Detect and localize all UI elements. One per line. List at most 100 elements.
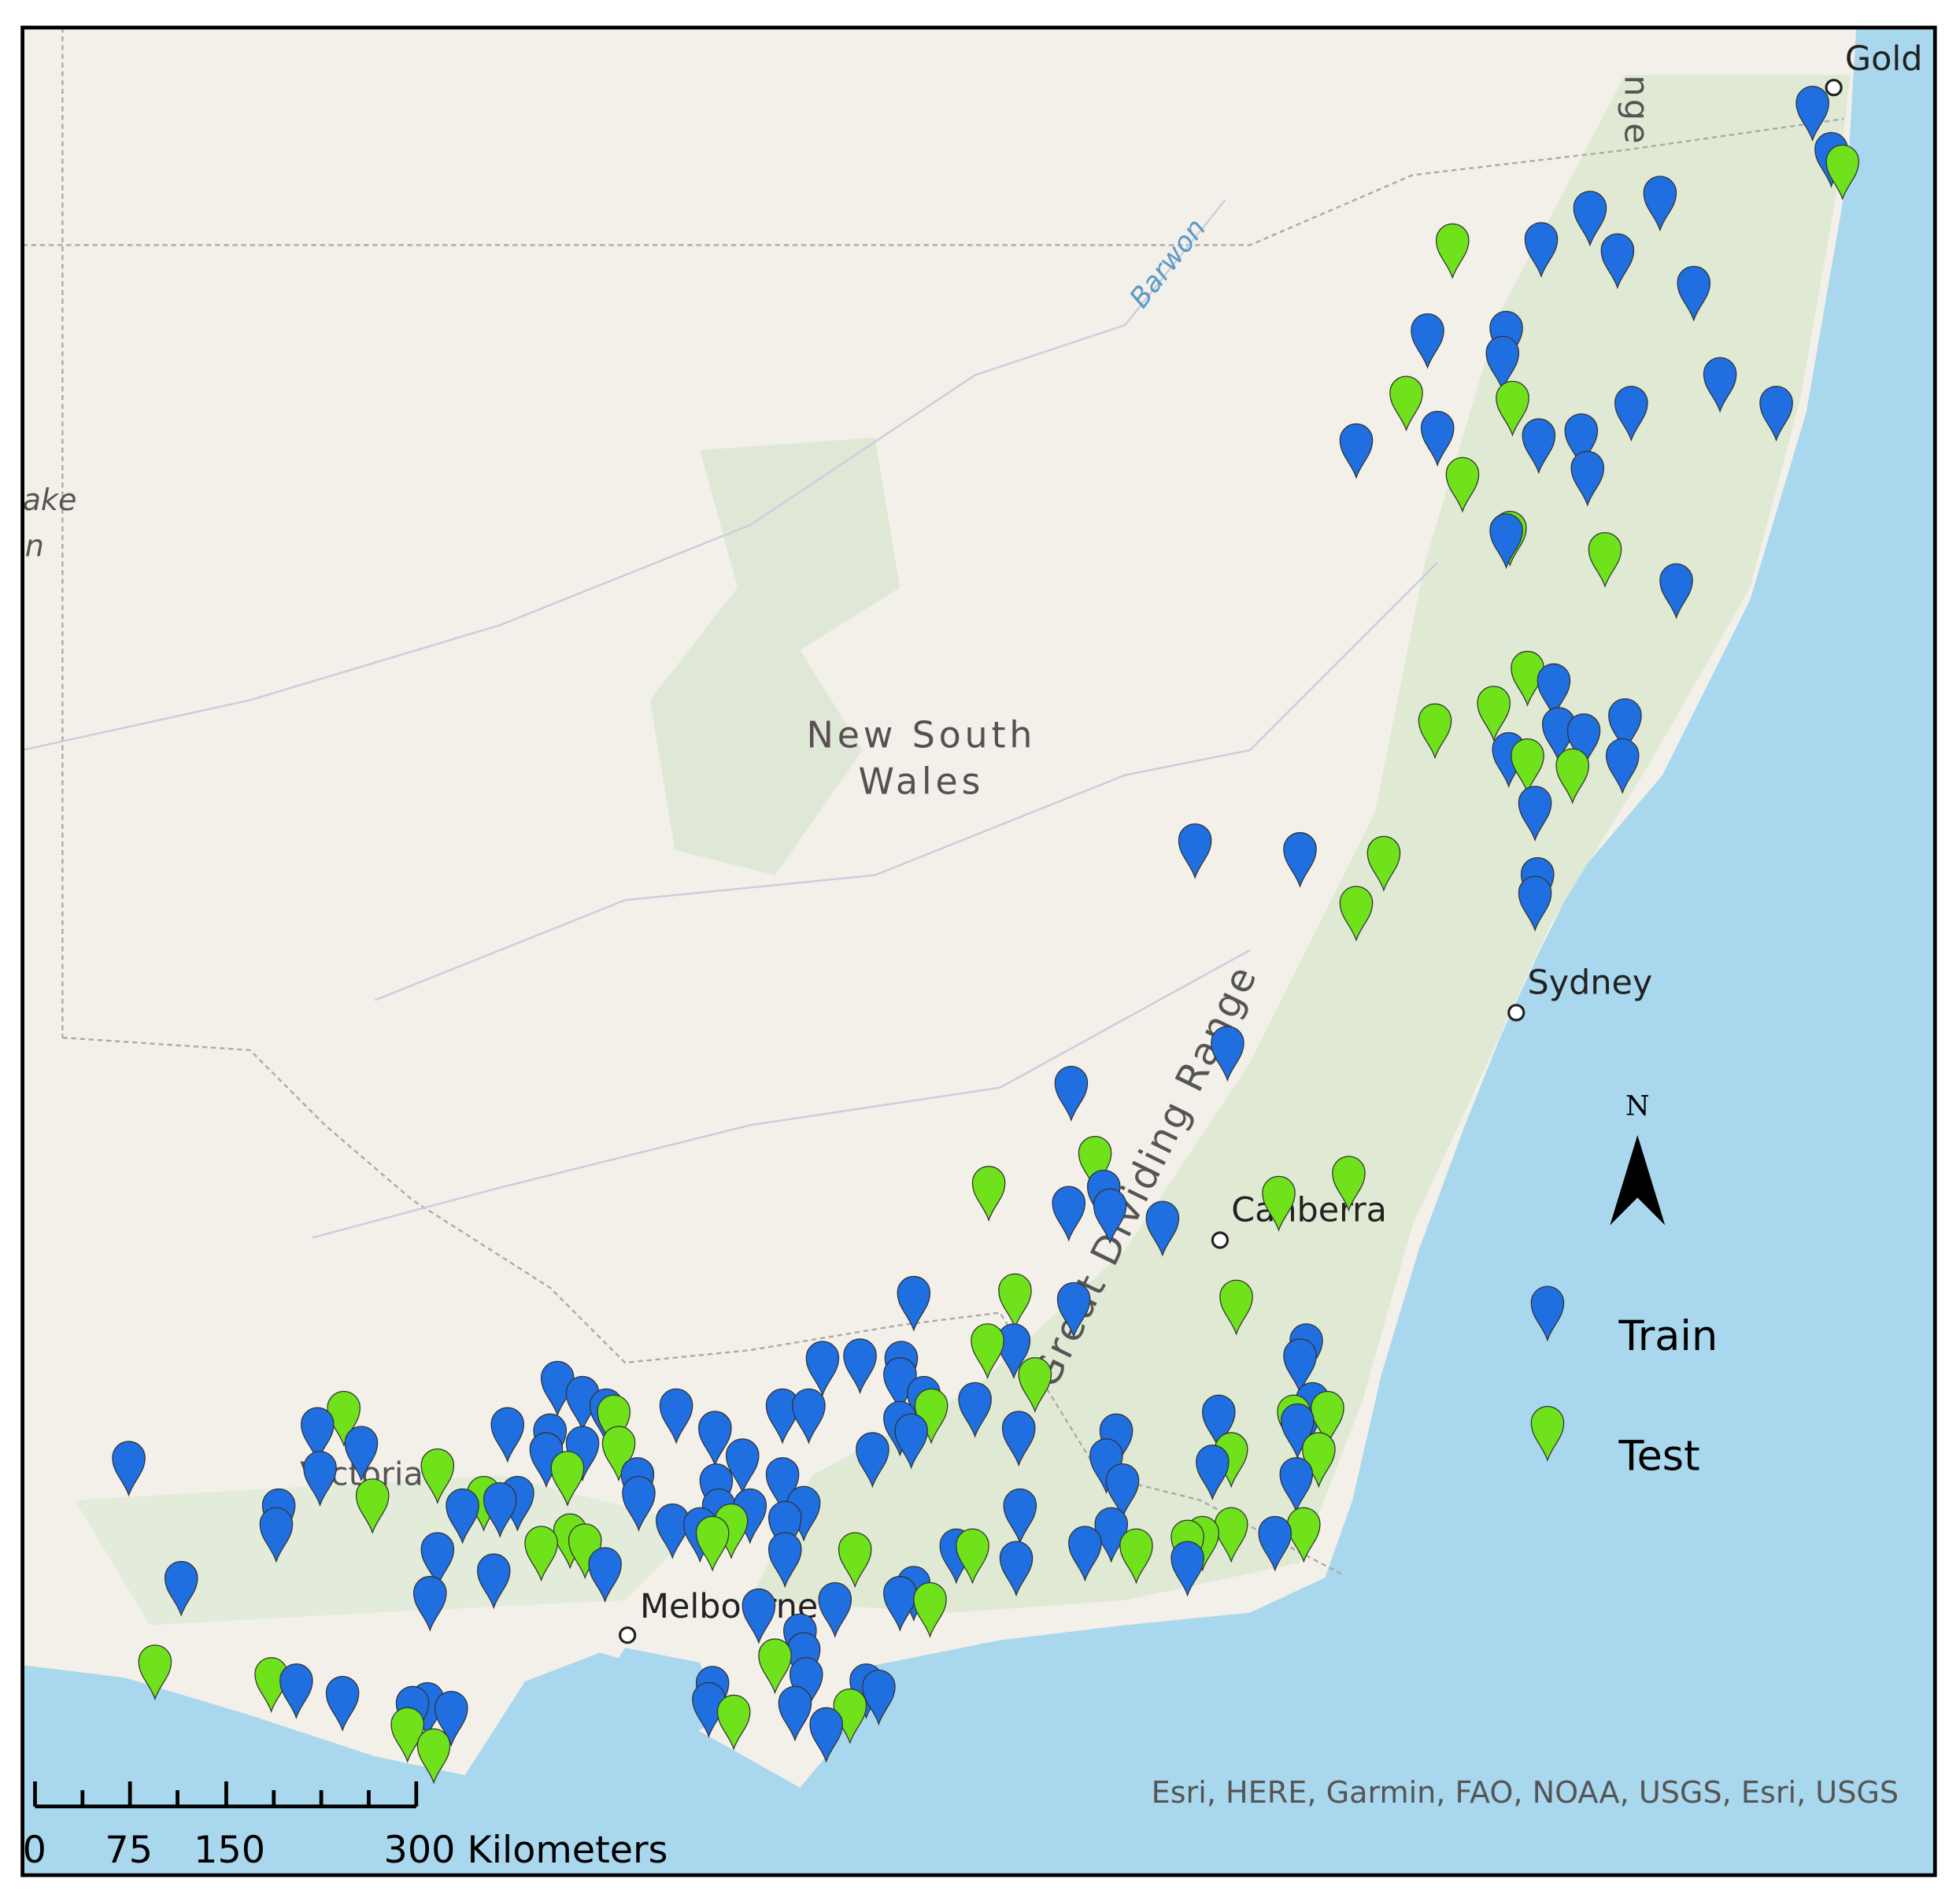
train-marker bbox=[1279, 1457, 1314, 1513]
city-dot bbox=[1211, 1231, 1230, 1249]
train-marker bbox=[1420, 410, 1455, 467]
train-marker bbox=[1524, 222, 1559, 279]
test-marker bbox=[355, 1478, 390, 1534]
train-marker bbox=[818, 1581, 852, 1638]
train-marker bbox=[303, 1451, 337, 1507]
test-marker bbox=[998, 1273, 1032, 1330]
forest bbox=[75, 1474, 701, 1626]
test-marker bbox=[758, 1638, 792, 1695]
place-label: nge bbox=[1616, 75, 1655, 146]
test-marker bbox=[1435, 223, 1470, 279]
test-marker bbox=[597, 1394, 631, 1451]
legend-label: Train bbox=[1618, 1312, 1718, 1360]
train-marker bbox=[1068, 1526, 1102, 1582]
test-marker bbox=[1825, 144, 1860, 201]
train-marker bbox=[698, 1411, 732, 1467]
train-marker bbox=[958, 1382, 992, 1438]
test-marker bbox=[838, 1532, 872, 1589]
train-marker bbox=[112, 1441, 146, 1497]
place-label: Canberra bbox=[1231, 1191, 1387, 1230]
train-marker bbox=[1196, 1445, 1230, 1501]
test-marker bbox=[1332, 1156, 1366, 1212]
train-marker bbox=[622, 1475, 656, 1532]
train-marker bbox=[809, 1707, 843, 1763]
markers bbox=[112, 86, 1860, 1785]
train-marker bbox=[894, 1413, 928, 1470]
train-marker bbox=[344, 1426, 379, 1482]
train-marker bbox=[1093, 1188, 1127, 1245]
train-marker bbox=[164, 1560, 198, 1617]
train-marker bbox=[1677, 265, 1711, 322]
test-marker bbox=[1418, 703, 1452, 760]
train-marker bbox=[1537, 663, 1571, 719]
train-marker bbox=[1202, 1394, 1236, 1451]
train-marker bbox=[1339, 423, 1374, 479]
train-marker bbox=[856, 1432, 889, 1489]
scale-bar-line bbox=[33, 1781, 419, 1809]
train-marker bbox=[1056, 1282, 1091, 1338]
train-marker bbox=[1573, 191, 1607, 247]
map-frame bbox=[20, 25, 1937, 1877]
basemap: Gold C nge Barwon ake n New South Wales … bbox=[22, 28, 1957, 1876]
port-phillip-bay bbox=[600, 1648, 719, 1744]
scale-label: 300 Kilometers bbox=[384, 1829, 668, 1872]
test-marker bbox=[420, 1448, 455, 1504]
test-marker bbox=[1339, 886, 1374, 942]
train-marker bbox=[1211, 1026, 1244, 1082]
test-marker bbox=[1511, 738, 1544, 794]
train-marker bbox=[843, 1338, 877, 1395]
train-marker bbox=[725, 1438, 760, 1495]
test-marker bbox=[524, 1526, 558, 1582]
train-marker bbox=[1283, 1338, 1317, 1395]
scale-bar: 0 75 150 300 Kilometers bbox=[23, 1781, 668, 1872]
place-label: Sydney bbox=[1528, 964, 1653, 1003]
test-marker bbox=[1496, 380, 1529, 437]
train-marker bbox=[434, 1691, 468, 1747]
train-marker bbox=[446, 1488, 479, 1544]
city-dot bbox=[1825, 79, 1843, 97]
train-marker bbox=[741, 1588, 776, 1644]
train-marker bbox=[789, 1657, 823, 1714]
test-marker bbox=[138, 1644, 172, 1701]
test-marker bbox=[695, 1515, 730, 1572]
train-marker bbox=[1411, 313, 1444, 369]
legend-label: Test bbox=[1618, 1433, 1699, 1481]
test-marker bbox=[1555, 748, 1589, 805]
train-marker bbox=[301, 1407, 335, 1463]
test-marker bbox=[1119, 1528, 1153, 1585]
train-marker bbox=[1178, 823, 1212, 879]
train-marker bbox=[765, 1457, 800, 1513]
north-arrow: N bbox=[1610, 1091, 1666, 1226]
train-marker bbox=[778, 1685, 812, 1742]
train-marker bbox=[325, 1675, 360, 1732]
train-marker bbox=[1105, 1463, 1140, 1519]
train-marker bbox=[1489, 513, 1523, 570]
train-marker bbox=[1703, 357, 1737, 413]
train-marker bbox=[1795, 86, 1829, 142]
legend: Train Test bbox=[1530, 1285, 1718, 1481]
north-label: N bbox=[1625, 1091, 1650, 1123]
train-marker bbox=[1605, 738, 1640, 794]
train-marker bbox=[476, 1553, 511, 1610]
train-marker bbox=[1283, 832, 1317, 888]
train-marker bbox=[1608, 698, 1642, 755]
train-marker bbox=[1281, 1403, 1315, 1459]
city-dot bbox=[1507, 1004, 1525, 1022]
train-marker bbox=[897, 1275, 931, 1332]
train-marker bbox=[490, 1407, 525, 1463]
train-marker bbox=[1258, 1515, 1292, 1572]
scale-label: 0 bbox=[23, 1829, 46, 1872]
train-marker bbox=[1170, 1541, 1204, 1597]
region-label: New South bbox=[806, 714, 1036, 756]
train-marker bbox=[412, 1575, 447, 1632]
place-label: ake bbox=[23, 483, 77, 517]
train-marker bbox=[1564, 413, 1599, 470]
test-marker bbox=[956, 1528, 989, 1585]
train-marker bbox=[999, 1541, 1034, 1597]
train-marker bbox=[1600, 233, 1635, 290]
legend-swatch bbox=[1530, 1405, 1565, 1462]
train-marker bbox=[1570, 450, 1605, 507]
place-label: Gold C bbox=[1845, 39, 1957, 79]
train-marker bbox=[1145, 1200, 1180, 1257]
